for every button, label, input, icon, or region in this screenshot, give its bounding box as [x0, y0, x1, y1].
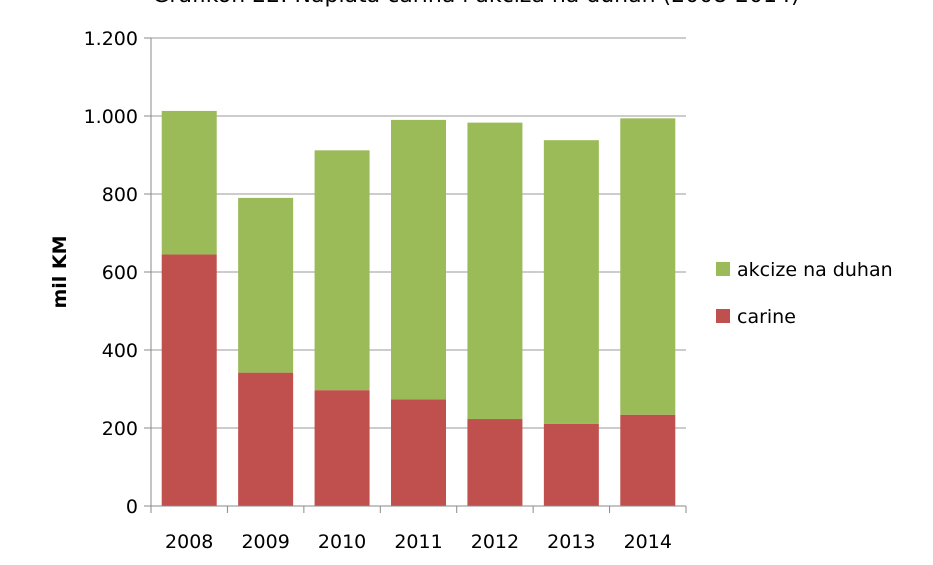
bars — [161, 110, 676, 506]
legend: akcize na duhan carine — [716, 259, 893, 328]
x-tick-label: 2009 — [241, 531, 289, 553]
legend-swatch-akcize-na-duhan — [716, 262, 730, 276]
bar-akcize-na-duhan-2014 — [620, 118, 676, 415]
bar-carine-2010 — [314, 390, 370, 506]
y-tick-label: 200 — [102, 418, 138, 440]
y-tick-label: 0 — [126, 496, 138, 518]
legend-swatch-carine — [716, 309, 730, 323]
y-tick-label: 600 — [102, 262, 138, 284]
bar-akcize-na-duhan-2009 — [238, 197, 294, 373]
bar-akcize-na-duhan-2010 — [314, 150, 370, 391]
bar-carine-2009 — [238, 372, 294, 506]
y-tick-label: 400 — [102, 340, 138, 362]
legend-label-akcize-na-duhan: akcize na duhan — [737, 259, 893, 281]
bar-akcize-na-duhan-2012 — [467, 122, 523, 420]
x-tick-label: 2011 — [394, 531, 442, 553]
chart-title: Grafikon 22: Naplata carina i akciza na … — [152, 0, 799, 8]
x-tick-label: 2008 — [165, 531, 213, 553]
bar-carine-2013 — [543, 423, 599, 506]
bar-akcize-na-duhan-2013 — [543, 140, 599, 424]
y-tick-label: 1.000 — [84, 106, 138, 128]
y-axis-label: mil KM — [49, 235, 71, 308]
x-tick-label: 2012 — [471, 531, 519, 553]
bar-akcize-na-duhan-2011 — [391, 119, 446, 400]
y-tick-label: 1.200 — [84, 28, 138, 50]
x-tick-label: 2010 — [318, 531, 366, 553]
bar-carine-2012 — [467, 419, 523, 506]
bar-carine-2008 — [161, 254, 217, 506]
x-tick-label: 2013 — [547, 531, 595, 553]
legend-label-carine: carine — [737, 306, 796, 328]
y-tick-label: 800 — [102, 184, 138, 206]
x-tick-label: 2014 — [624, 531, 672, 553]
bar-carine-2011 — [391, 399, 446, 506]
y-axis: 0 200 400 600 800 1.000 1.200 — [84, 28, 152, 518]
bar-carine-2014 — [620, 414, 676, 506]
bar-akcize-na-duhan-2008 — [161, 110, 217, 255]
x-axis: 2008 2009 2010 2011 2012 2013 2014 — [150, 505, 687, 553]
